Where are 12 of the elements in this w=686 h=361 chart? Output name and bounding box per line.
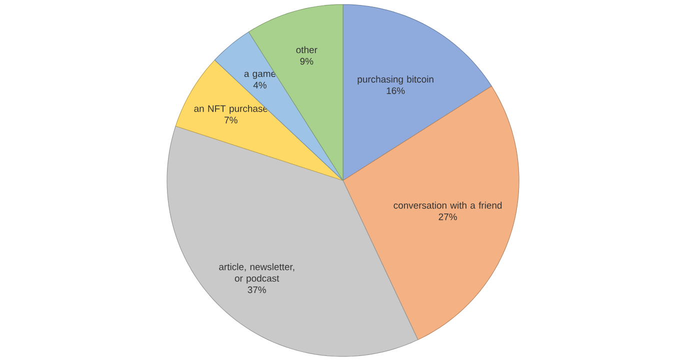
data-label: 16% xyxy=(386,87,405,94)
slice-label: purchasing bitcoin xyxy=(358,76,434,84)
data-label: 27% xyxy=(438,213,457,220)
data-label: 4% xyxy=(253,82,266,88)
slice-label: other xyxy=(296,46,318,54)
slice-label: article, newsletter, or podcast xyxy=(219,263,294,284)
data-label: 9% xyxy=(300,58,314,65)
slice-label: a game xyxy=(244,72,276,79)
slice-label: conversation with a friend xyxy=(394,202,502,209)
data-label: 37% xyxy=(248,286,266,294)
slice-label: an NFT purchase xyxy=(194,105,268,114)
data-label: 7% xyxy=(224,116,238,124)
